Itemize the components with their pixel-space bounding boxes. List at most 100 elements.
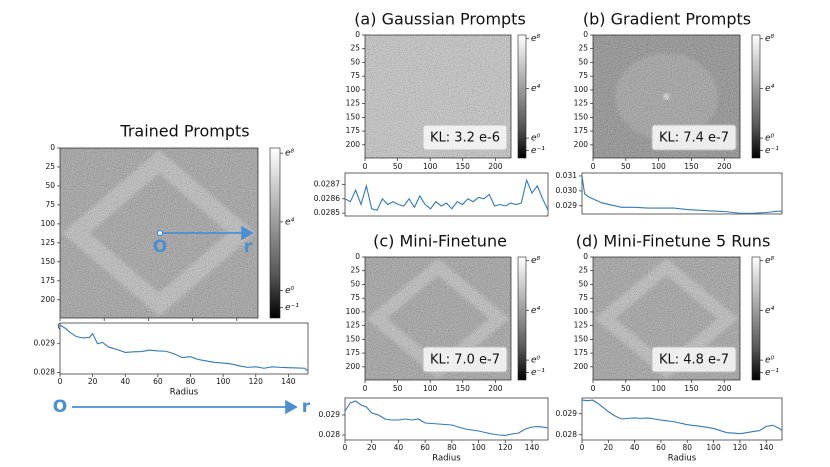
colorbar-tick-label: e⁸ [285,149,295,159]
x-tick-label: 150 [456,162,471,171]
y-tick-label: 125 [574,321,589,330]
y-tick-label: 175 [346,348,361,357]
y-tick-label: 0.029 [319,410,341,419]
colorbar-tick-label: e⁴ [531,306,541,316]
x-tick-label: 50 [393,162,403,171]
x-tick-label: 140 [525,443,540,452]
annotation: KL: 7.0 e-7 [430,353,500,368]
colorbar [517,256,527,381]
y-tick-label: 0 [355,252,360,261]
colorbar-tick-label: e⁰ [531,134,541,144]
image-frame [592,34,741,159]
panel-title: (a) Gaussian Prompts [354,10,526,29]
x-tick-label: 50 [621,384,631,393]
image-frame [364,256,512,381]
x-tick-label: 100 [423,162,438,171]
x-tick-label: 0 [58,377,63,386]
x-tick-label: 20 [367,443,377,452]
y-tick-label: 125 [346,99,361,108]
y-tick-label: 0 [355,30,360,39]
x-tick-label: 100 [471,443,486,452]
x-tick-label: 0 [591,384,596,393]
origin-marker [156,229,164,237]
x-tick-label: 0 [580,443,585,452]
y-tick-label: 200 [574,140,589,149]
x-axis-label: Radius [668,454,697,464]
x-tick-label: 0 [363,162,368,171]
y-tick-label: 100 [346,307,361,316]
x-tick-label: 60 [153,377,163,386]
y-tick-label: 0 [50,143,55,152]
x-tick-label: 200 [488,384,503,393]
x-tick-label: 80 [186,377,196,386]
x-tick-label: 150 [456,384,471,393]
colorbar [269,147,281,319]
colorbar-tick-label: e⁻¹ [765,146,779,156]
y-tick-label: 50 [578,279,588,288]
x-tick-label: 120 [249,377,264,386]
y-tick-label: 150 [574,334,589,343]
y-tick-label: 0.028 [319,430,341,439]
colorbar-tick-label: e⁻¹ [531,146,545,156]
x-tick-label: 100 [423,384,438,393]
data-line [344,400,549,436]
radius-label: r [244,237,253,257]
y-tick-label: 75 [350,71,360,80]
plot-frame [344,397,549,441]
colorbar [751,34,761,159]
y-tick-label: 200 [346,362,361,371]
y-tick-label: 0.029 [556,201,578,210]
y-tick-label: 150 [41,257,56,266]
colorbar-tick-label: e⁴ [765,306,775,316]
y-tick-label: 75 [578,293,588,302]
x-tick-label: 80 [682,443,692,452]
panel-title: (c) Mini-Finetune [373,232,507,251]
x-tick-label: 60 [420,443,430,452]
y-tick-label: 0.0286 [314,194,340,203]
x-tick-label: 0 [591,162,596,171]
colorbar-tick-label: e⁻¹ [285,303,299,313]
colorbar-tick-label: e⁸ [531,256,541,266]
x-tick-label: 0 [363,384,368,393]
y-tick-label: 0.028 [34,368,56,377]
x-tick-label: 0 [343,443,348,452]
y-tick-label: 175 [574,126,589,135]
x-tick-label: 150 [684,384,699,393]
y-tick-label: 0 [583,30,588,39]
y-tick-label: 125 [574,99,589,108]
x-tick-label: 200 [717,384,732,393]
x-tick-label: 40 [120,377,130,386]
y-tick-label: 0.028 [556,430,578,439]
annotation-box [422,124,508,151]
y-tick-label: 0.031 [556,171,578,180]
colorbar-tick-label: e⁸ [531,34,541,44]
y-tick-label: 200 [574,362,589,371]
x-tick-label: 120 [498,443,513,452]
y-tick-label: 25 [350,44,360,53]
radius-label: r [302,397,311,417]
colorbar-tick-label: e⁰ [531,356,541,366]
plot-frame [344,172,549,217]
annotation-box [651,346,737,373]
colorbar-tick-label: e⁴ [285,217,295,227]
colorbar-tick-label: e⁸ [765,256,775,266]
y-tick-label: 0.0285 [314,208,340,217]
origin-label: O [153,237,167,257]
origin-label: O [53,397,67,417]
x-tick-label: 200 [717,162,732,171]
x-tick-label: 60 [656,443,666,452]
annotation: KL: 4.8 e-7 [659,353,729,368]
x-tick-label: 40 [630,443,640,452]
data-line [344,178,549,211]
x-axis-label: Radius [432,454,461,464]
data-line [581,399,783,435]
y-tick-label: 25 [578,44,588,53]
y-tick-label: 175 [346,126,361,135]
colorbar-tick-label: e⁰ [765,356,775,366]
y-tick-label: 50 [350,279,360,288]
x-axis-label: Radius [170,388,199,398]
x-tick-label: 100 [216,377,231,386]
y-tick-label: 75 [578,71,588,80]
x-tick-label: 80 [447,443,457,452]
